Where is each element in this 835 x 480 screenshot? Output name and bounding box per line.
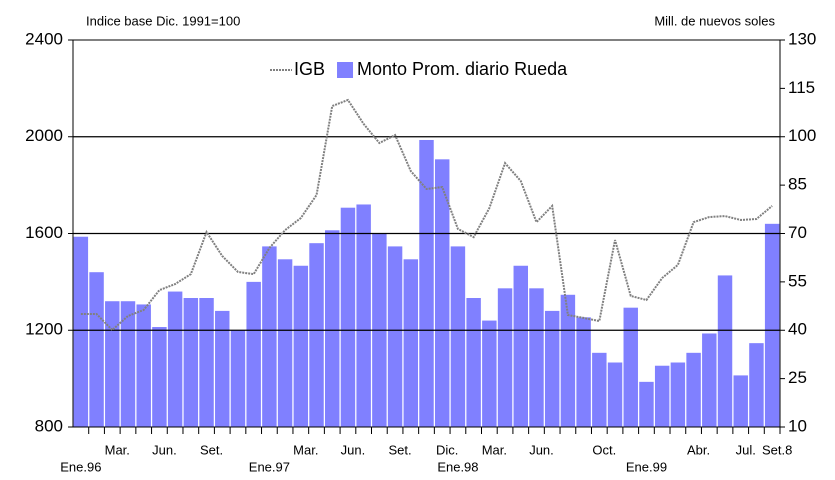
bar <box>419 139 434 427</box>
bar <box>623 307 638 427</box>
bar <box>277 259 293 427</box>
bar <box>576 317 591 427</box>
x-tick-label: Mar. <box>105 442 130 457</box>
bar <box>513 265 528 427</box>
bar <box>607 362 623 427</box>
y2-tick-label: 70 <box>788 223 807 242</box>
y2-tick-label: 10 <box>788 416 807 435</box>
y2-tick-label: 85 <box>788 175 807 194</box>
x-tick-label: Dic. <box>436 442 458 457</box>
bar <box>560 294 576 427</box>
x-tick-label: Set. <box>200 442 223 457</box>
bar <box>670 362 686 427</box>
x-tick-label: Ene.96 <box>60 459 101 474</box>
y2-tick-label: 55 <box>788 271 807 290</box>
x-tick-label: Jun. <box>152 442 177 457</box>
x-tick-label: Jul. <box>736 442 756 457</box>
bar <box>167 291 183 427</box>
bar <box>120 301 136 427</box>
y2-tick-label: 115 <box>788 78 815 97</box>
bar <box>654 365 670 427</box>
x-tick-label: Jun. <box>529 442 554 457</box>
bar <box>544 310 560 427</box>
legend-label: IGB <box>294 59 325 79</box>
bar <box>89 272 104 427</box>
x-tick-label: Ene.98 <box>437 459 478 474</box>
bar <box>466 298 481 427</box>
x-tick-label: Abr. <box>687 442 710 457</box>
y-tick-label: 800 <box>35 416 63 435</box>
bar <box>482 320 497 427</box>
y2-axis-title: Mill. de nuevos soles <box>654 13 775 28</box>
bar <box>497 288 513 427</box>
bar <box>340 207 356 427</box>
bar <box>764 223 780 427</box>
plot-frame <box>72 39 781 428</box>
y-tick-label: 2000 <box>25 126 63 145</box>
bar <box>183 298 199 427</box>
bar <box>387 246 403 427</box>
bar <box>733 375 748 427</box>
x-tick-label: Set. <box>389 442 412 457</box>
bar <box>450 246 466 427</box>
x-tick-label: Ene.99 <box>626 459 667 474</box>
bar <box>749 343 764 427</box>
bar <box>434 159 450 427</box>
bar <box>293 265 309 427</box>
y2-tick-label: 130 <box>788 29 816 48</box>
y2-tick-label: 25 <box>788 368 807 387</box>
bar <box>246 281 261 427</box>
bar <box>529 288 544 427</box>
y-tick-label: 1600 <box>25 223 63 242</box>
bar <box>230 330 246 427</box>
legend-swatch <box>337 62 354 78</box>
bar <box>356 204 371 427</box>
x-tick-label: Set.8 <box>762 442 792 457</box>
bar <box>105 301 120 427</box>
bar <box>403 259 419 427</box>
y-tick-label: 2400 <box>25 29 63 48</box>
bar <box>199 298 214 427</box>
y2-tick-label: 40 <box>788 320 807 339</box>
bar <box>592 352 607 427</box>
bar <box>639 381 654 427</box>
x-tick-label: Ene.97 <box>249 459 290 474</box>
x-tick-label: Mar. <box>293 442 318 457</box>
x-tick-label: Jun. <box>341 442 366 457</box>
bar <box>152 327 167 427</box>
x-tick-label: Mar. <box>482 442 507 457</box>
bar <box>717 275 733 427</box>
legend-label: Monto Prom. diario Rueda <box>357 59 568 79</box>
bar <box>215 310 230 427</box>
bar <box>702 333 717 427</box>
y2-tick-label: 100 <box>788 126 816 145</box>
bar <box>73 236 89 427</box>
bar <box>262 246 277 427</box>
bar <box>309 243 324 427</box>
y-axis-title: Indice base Dic. 1991=100 <box>86 13 240 28</box>
y-tick-label: 1200 <box>25 320 63 339</box>
bar <box>686 352 701 427</box>
bar <box>325 230 340 427</box>
bar <box>136 304 151 427</box>
line <box>80 98 773 332</box>
x-tick-label: Oct. <box>592 442 616 457</box>
